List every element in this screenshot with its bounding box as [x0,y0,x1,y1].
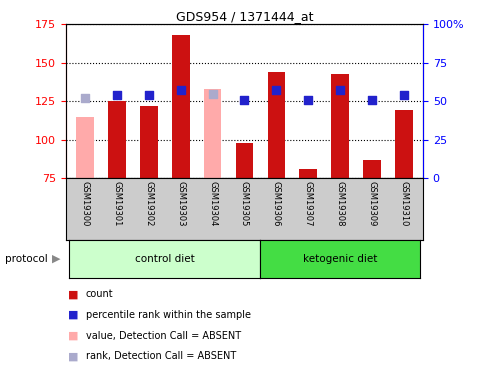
Text: ■: ■ [68,290,79,299]
Text: ■: ■ [68,331,79,340]
Text: rank, Detection Call = ABSENT: rank, Detection Call = ABSENT [85,351,235,361]
Bar [108,101,125,178]
Bar [203,89,221,178]
Point [272,87,280,93]
Point [113,92,121,98]
Bar [331,74,348,178]
Point [208,91,216,97]
Point [240,97,248,103]
Text: ■: ■ [68,351,79,361]
Text: GSM19304: GSM19304 [208,181,217,226]
Text: value, Detection Call = ABSENT: value, Detection Call = ABSENT [85,331,240,340]
Text: protocol: protocol [5,254,47,264]
Text: ■: ■ [68,310,79,320]
Text: GSM19301: GSM19301 [112,181,121,226]
Bar [235,143,253,178]
Text: GSM19310: GSM19310 [399,181,407,226]
Point [304,97,311,103]
Bar [267,72,285,178]
Point [81,95,89,101]
Point [367,97,375,103]
Bar [363,160,380,178]
Text: GSM19303: GSM19303 [176,181,185,227]
Point [144,92,152,98]
Text: GSM19305: GSM19305 [240,181,248,226]
Text: ketogenic diet: ketogenic diet [302,254,377,264]
Bar [172,35,189,178]
Text: GSM19308: GSM19308 [335,181,344,227]
Text: ▶: ▶ [52,254,61,264]
Point [399,92,407,98]
Text: GSM19307: GSM19307 [303,181,312,227]
Text: GSM19302: GSM19302 [144,181,153,226]
Text: percentile rank within the sample: percentile rank within the sample [85,310,250,320]
Text: GSM19309: GSM19309 [367,181,376,226]
Text: GSM19306: GSM19306 [271,181,280,227]
Point [336,87,344,93]
Bar [140,106,157,178]
Bar [394,111,412,178]
Title: GDS954 / 1371444_at: GDS954 / 1371444_at [175,10,313,23]
Text: count: count [85,290,113,299]
Bar [299,169,316,178]
Point [177,87,184,93]
Text: GSM19300: GSM19300 [81,181,89,226]
Bar [76,117,94,178]
Text: control diet: control diet [135,254,194,264]
